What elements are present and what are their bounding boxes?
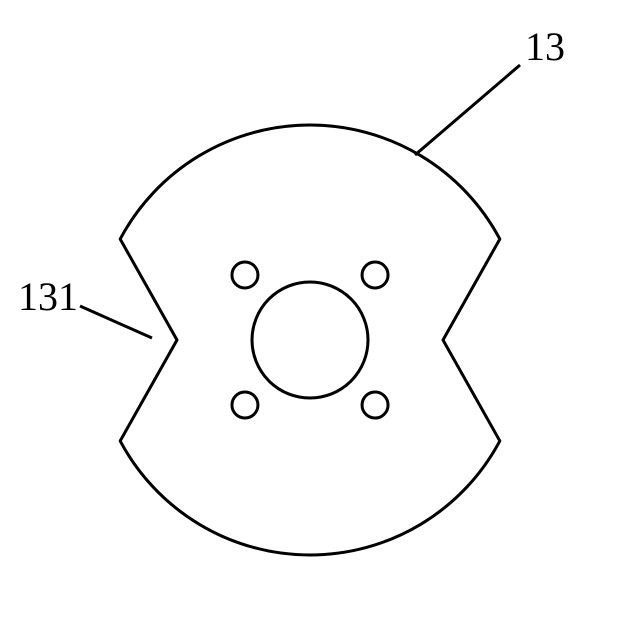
label-131: 131: [18, 274, 78, 319]
bolt-hole: [232, 262, 258, 288]
bolt-hole: [232, 392, 258, 418]
bolt-hole: [362, 392, 388, 418]
disc-outline: [120, 125, 500, 555]
bolt-hole: [362, 262, 388, 288]
leader-line: [80, 306, 152, 338]
leader-line: [415, 65, 520, 155]
label-13: 13: [525, 24, 565, 69]
center-hole: [252, 282, 368, 398]
